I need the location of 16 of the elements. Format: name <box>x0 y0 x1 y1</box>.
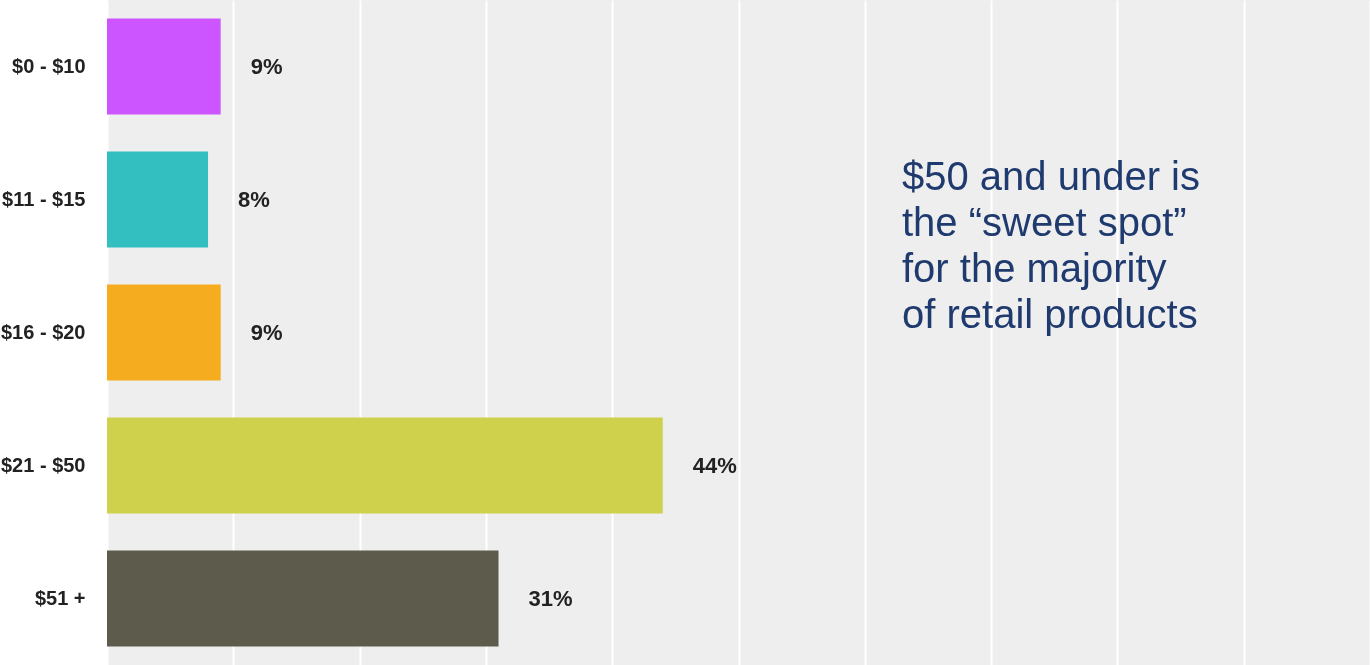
annotation: $50 and under is the “sweet spot” for the majority of retail products <box>902 154 1201 336</box>
data-label: 9% <box>250 319 283 345</box>
y-tick-label: $0 - $10 <box>12 54 86 77</box>
data-label: 8% <box>238 186 270 212</box>
data-label: 9% <box>250 53 283 79</box>
bar <box>107 151 209 248</box>
y-tick-label: $21 - $50 <box>0 453 86 476</box>
bar <box>107 417 663 514</box>
y-tick-label: $16 - $20 <box>0 320 86 343</box>
bar <box>107 284 221 381</box>
y-tick-label: $11 - $15 <box>2 187 86 210</box>
bar <box>107 550 499 647</box>
data-label: 44% <box>692 452 737 478</box>
data-label: 31% <box>528 585 573 611</box>
bar <box>107 18 221 115</box>
y-tick-label: $51 + <box>34 586 86 609</box>
